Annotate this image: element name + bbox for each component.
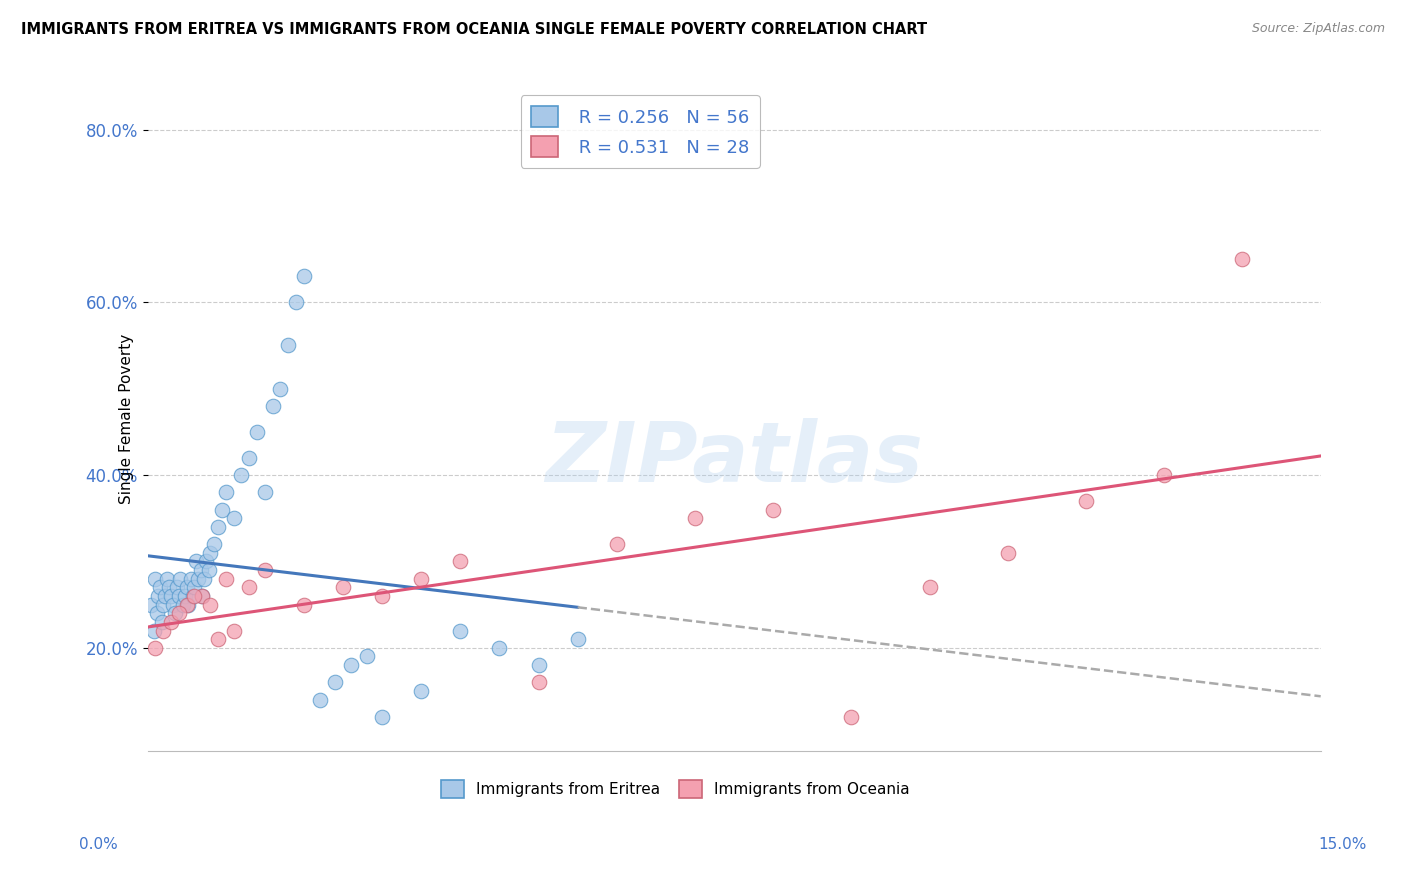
- Point: [141, 598, 163, 612]
- Point: [1153, 468, 1175, 483]
- Point: [253, 485, 276, 500]
- Point: [160, 615, 183, 629]
- Point: [191, 589, 214, 603]
- Point: [180, 572, 202, 586]
- Legend: Immigrants from Eritrea, Immigrants from Oceania: Immigrants from Eritrea, Immigrants from…: [436, 774, 915, 804]
- Point: [918, 580, 941, 594]
- Point: [997, 546, 1019, 560]
- Point: [292, 598, 315, 612]
- Point: [253, 563, 276, 577]
- Point: [411, 684, 433, 698]
- Point: [148, 589, 170, 603]
- Point: [163, 607, 186, 621]
- Point: [222, 624, 245, 638]
- Point: [183, 580, 205, 594]
- Point: [207, 520, 229, 534]
- Point: [285, 295, 308, 310]
- Point: [197, 563, 219, 577]
- Point: [166, 580, 188, 594]
- Point: [262, 399, 284, 413]
- Point: [167, 589, 190, 603]
- Point: [187, 572, 209, 586]
- Point: [411, 572, 433, 586]
- Point: [149, 580, 172, 594]
- Text: 15.0%: 15.0%: [1319, 837, 1367, 852]
- Point: [215, 572, 238, 586]
- Text: ZIPatlas: ZIPatlas: [546, 418, 924, 500]
- Point: [371, 589, 394, 603]
- Point: [152, 598, 174, 612]
- Point: [183, 589, 205, 603]
- Point: [332, 580, 354, 594]
- Point: [198, 598, 221, 612]
- Point: [323, 675, 346, 690]
- Y-axis label: Single Female Poverty: Single Female Poverty: [118, 334, 134, 504]
- Point: [292, 269, 315, 284]
- Point: [143, 572, 166, 586]
- Point: [215, 485, 238, 500]
- Point: [277, 338, 299, 352]
- Point: [176, 580, 198, 594]
- Point: [449, 554, 471, 568]
- Point: [177, 598, 200, 612]
- Point: [340, 658, 363, 673]
- Point: [156, 572, 179, 586]
- Point: [1074, 494, 1097, 508]
- Text: 0.0%: 0.0%: [79, 837, 118, 852]
- Point: [193, 572, 215, 586]
- Point: [488, 640, 510, 655]
- Point: [167, 607, 190, 621]
- Point: [238, 450, 260, 465]
- Point: [195, 554, 218, 568]
- Point: [153, 589, 176, 603]
- Point: [142, 624, 165, 638]
- Point: [269, 382, 291, 396]
- Point: [207, 632, 229, 647]
- Point: [371, 710, 394, 724]
- Point: [198, 546, 221, 560]
- Point: [238, 580, 260, 594]
- Point: [191, 589, 214, 603]
- Point: [190, 563, 212, 577]
- Text: Source: ZipAtlas.com: Source: ZipAtlas.com: [1251, 22, 1385, 36]
- Point: [527, 675, 550, 690]
- Point: [449, 624, 471, 638]
- Point: [567, 632, 589, 647]
- Point: [184, 554, 207, 568]
- Point: [174, 589, 197, 603]
- Point: [150, 615, 173, 629]
- Point: [1232, 252, 1254, 266]
- Point: [160, 589, 183, 603]
- Point: [246, 425, 269, 439]
- Point: [162, 598, 184, 612]
- Point: [606, 537, 628, 551]
- Point: [143, 640, 166, 655]
- Point: [172, 598, 194, 612]
- Point: [231, 468, 253, 483]
- Point: [762, 502, 785, 516]
- Point: [157, 580, 180, 594]
- Point: [841, 710, 863, 724]
- Point: [181, 589, 204, 603]
- Point: [211, 502, 233, 516]
- Point: [176, 598, 198, 612]
- Point: [169, 572, 191, 586]
- Point: [202, 537, 225, 551]
- Text: IMMIGRANTS FROM ERITREA VS IMMIGRANTS FROM OCEANIA SINGLE FEMALE POVERTY CORRELA: IMMIGRANTS FROM ERITREA VS IMMIGRANTS FR…: [21, 22, 927, 37]
- Point: [356, 649, 378, 664]
- Point: [683, 511, 706, 525]
- Point: [152, 624, 174, 638]
- Point: [146, 607, 169, 621]
- Point: [222, 511, 245, 525]
- Point: [308, 692, 330, 706]
- Point: [527, 658, 550, 673]
